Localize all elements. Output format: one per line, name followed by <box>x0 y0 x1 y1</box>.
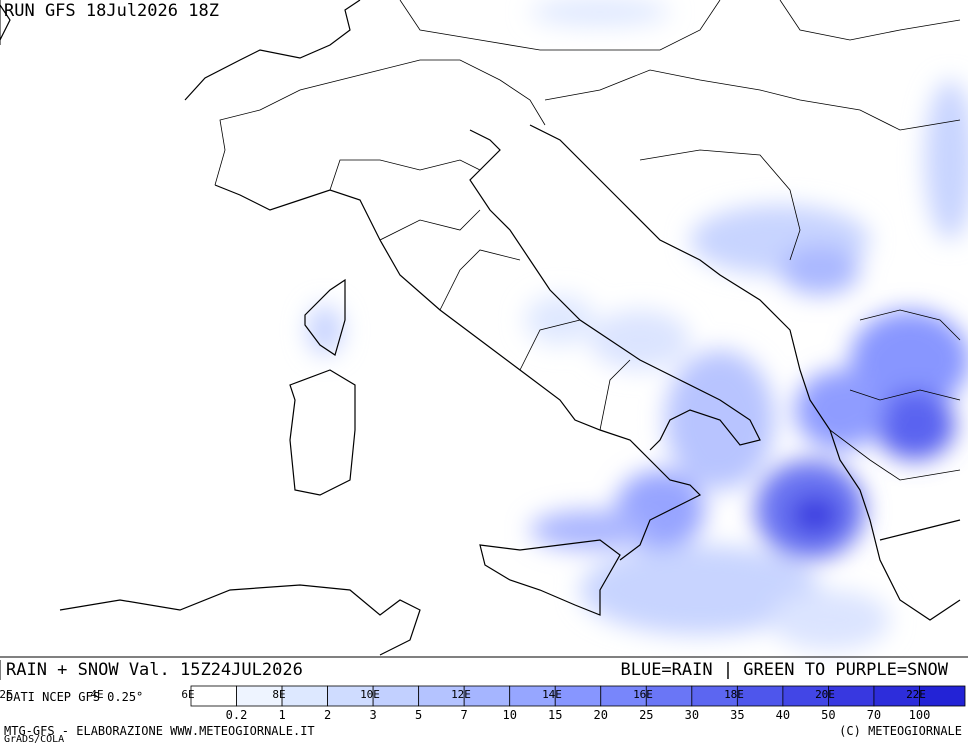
colorbar-label: 2 <box>324 708 331 722</box>
colorbar-label: 30 <box>685 708 699 722</box>
product-title: RAIN + SNOW Val. 15Z24JUL2026 <box>6 660 303 680</box>
colorbar-box <box>463 685 511 707</box>
longitude-labels: 2E 4E 6E 8E 10E 12E 14E 16E 18E 20E 22E <box>0 688 926 701</box>
credit: MTG-GFS - ELABORAZIONE WWW.METEOGIORNALE… <box>4 724 315 738</box>
longitude-label: 6E <box>181 688 194 701</box>
longitude-label: 12E <box>451 688 471 701</box>
precipitation <box>307 0 968 650</box>
colorbar-box <box>372 685 420 707</box>
source: DATI NCEP GFS 0.25° <box>6 690 143 704</box>
colorbar-box <box>281 685 328 707</box>
coastlines <box>0 0 961 656</box>
colorbar-label: 15 <box>548 708 562 722</box>
longitude-label: 2E <box>0 688 13 701</box>
colorbar: 0.2 1 2 3 5 7 10 15 20 25 30 35 40 50 70 100 <box>190 685 966 722</box>
borders <box>214 0 961 481</box>
longitude-label: 18E <box>724 688 744 701</box>
colorbar-label: 10 <box>502 708 516 722</box>
colorbar-box <box>736 685 784 707</box>
colorbar-label: 1 <box>278 708 285 722</box>
colorbar-box <box>828 685 875 707</box>
longitude-label: 16E <box>633 688 653 701</box>
run-label: RUN GFS 18Jul2026 18Z <box>4 1 219 21</box>
colorbar-box <box>190 685 237 707</box>
colorbar-box <box>919 685 966 707</box>
software: GrADS/COLA <box>4 734 64 745</box>
colorbar-label: 25 <box>639 708 653 722</box>
copyright: (C) METEOGIORNALE <box>839 724 962 738</box>
colorbar-box <box>554 685 602 707</box>
legend-note: BLUE=RAIN | GREEN TO PURPLE=SNOW <box>620 660 948 680</box>
longitude-label: 10E <box>360 688 380 701</box>
colorbar-label: 7 <box>461 708 468 722</box>
longitude-label: 22E <box>906 688 926 701</box>
colorbar-label: 40 <box>776 708 790 722</box>
colorbar-label: 35 <box>730 708 744 722</box>
colorbar-label: 20 <box>594 708 608 722</box>
longitude-label: 4E <box>90 688 103 701</box>
colorbar-label: 100 <box>909 708 931 722</box>
colorbar-label: 70 <box>867 708 881 722</box>
colorbar-label: 5 <box>415 708 422 722</box>
colorbar-box <box>645 685 693 707</box>
longitude-label: 14E <box>542 688 562 701</box>
longitude-label: 20E <box>815 688 835 701</box>
colorbar-label: 3 <box>370 708 377 722</box>
colorbar-label: 0.2 <box>226 708 248 722</box>
longitude-label: 8E <box>272 688 285 701</box>
colorbar-label: 50 <box>821 708 835 722</box>
